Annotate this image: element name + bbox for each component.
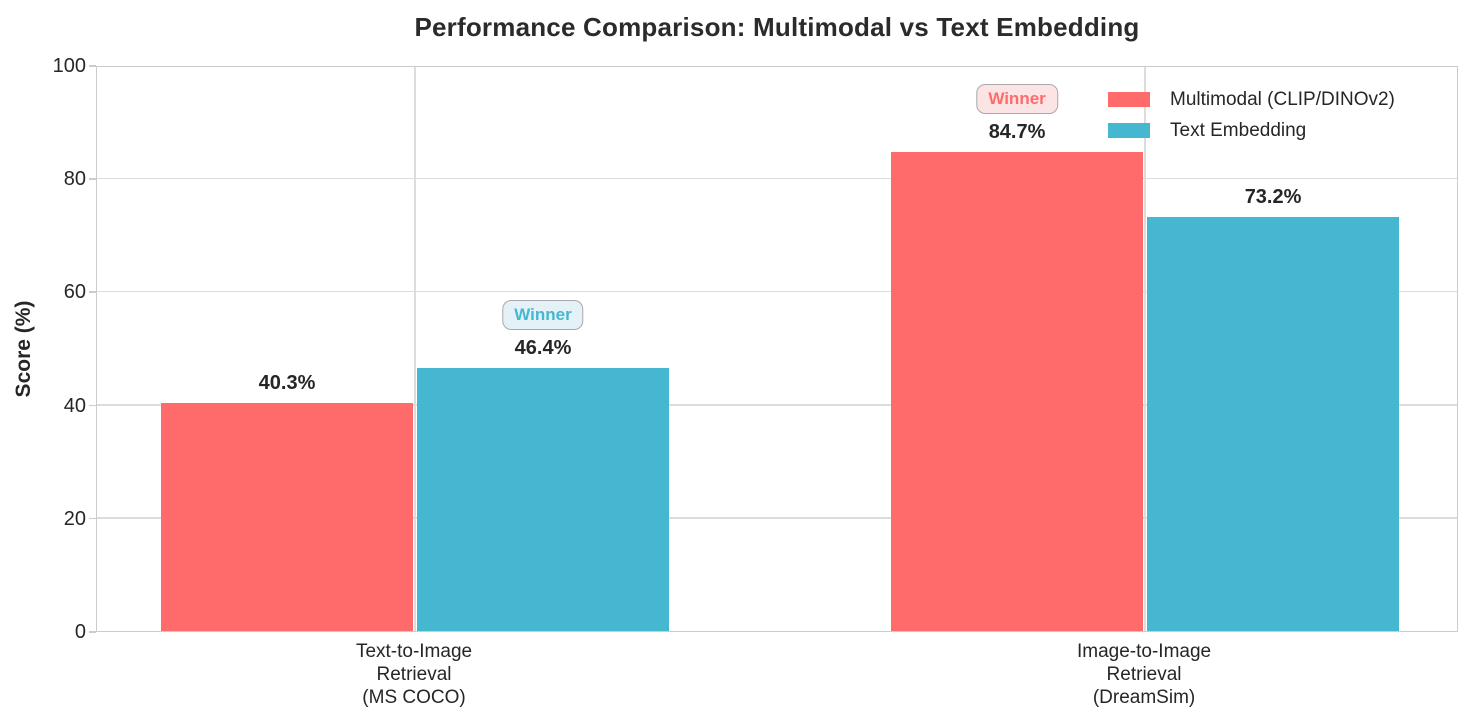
legend-label: Multimodal (CLIP/DINOv2) [1170, 88, 1395, 110]
legend-item-text-embedding: Text Embedding [1108, 115, 1395, 146]
legend-label: Text Embedding [1170, 119, 1307, 141]
chart-title: Performance Comparison: Multimodal vs Te… [414, 12, 1140, 42]
winner-badge: Winner [502, 300, 584, 331]
y-tick-label: 60 [63, 281, 86, 304]
gridline-vertical [1144, 67, 1146, 631]
bar-multimodal-1 [891, 151, 1144, 631]
y-tick-label: 0 [74, 621, 86, 643]
bar-text-embedding-1 [1147, 216, 1400, 631]
legend-swatch-multimodal [1108, 92, 1150, 107]
value-label: 46.4% [514, 337, 572, 360]
legend: Multimodal (CLIP/DINOv2) Text Embedding [1108, 84, 1395, 146]
value-label: 73.2% [1244, 185, 1302, 208]
x-tick-label-line: (MS COCO) [362, 687, 466, 708]
legend-swatch-text-embedding [1108, 123, 1150, 138]
y-tick-mark [89, 65, 96, 67]
x-tick-label-line: Retrieval [1106, 664, 1182, 685]
legend-item-multimodal: Multimodal (CLIP/DINOv2) [1108, 84, 1395, 115]
y-axis-label: Score (%) [12, 300, 35, 398]
gridline-horizontal [97, 290, 1457, 293]
winner-badge: Winner [976, 83, 1058, 114]
gridline-horizontal [97, 517, 1457, 519]
y-tick-label: 80 [63, 168, 86, 191]
x-tick-label-line: Retrieval [376, 664, 452, 685]
y-tick-mark [89, 517, 96, 520]
y-tick-mark [89, 404, 96, 407]
gridline-horizontal [97, 177, 1457, 180]
bar-text-embedding-0 [417, 368, 670, 631]
bar-multimodal-0 [161, 402, 414, 631]
y-tick-mark [89, 291, 96, 293]
y-tick-mark [89, 631, 96, 633]
value-label: 40.3% [258, 371, 316, 394]
y-tick-mark [89, 178, 96, 180]
y-tick-label: 20 [63, 507, 86, 530]
x-tick-label: Image-to-Image Retrieval (DreamSim) [984, 640, 1304, 709]
gridline-vertical [414, 67, 416, 631]
value-label: 84.7% [988, 120, 1046, 143]
y-tick-label: 100 [52, 55, 86, 77]
x-tick-label-line: (DreamSim) [1092, 687, 1196, 708]
y-tick-label: 40 [63, 394, 86, 417]
gridline-horizontal [97, 404, 1457, 406]
x-tick-label-line: Text-to-Image [355, 641, 473, 662]
x-tick-label-line: Image-to-Image [1076, 641, 1212, 662]
plot-area: 40.3% 46.4% Winner 84.7% Winner 73.2% [96, 66, 1458, 632]
x-tick-label: Text-to-Image Retrieval (MS COCO) [254, 640, 574, 709]
